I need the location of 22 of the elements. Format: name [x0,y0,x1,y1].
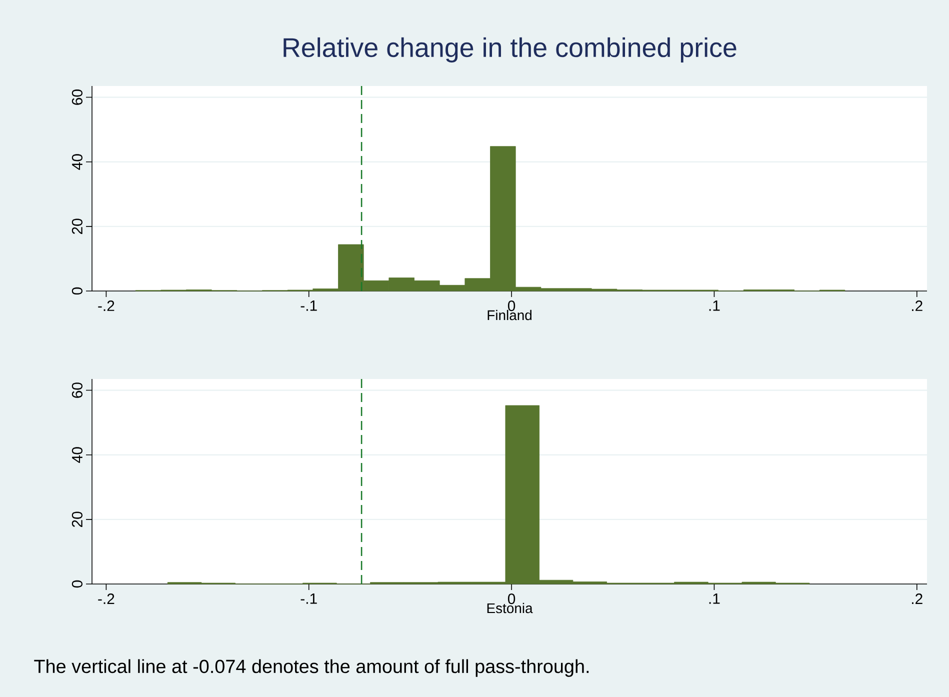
x-tick-label: -.2 [98,594,114,604]
x-tick-label: -.1 [300,300,317,311]
x-tick-label: .2 [912,300,922,311]
x-tick-label: 0 [508,300,516,312]
x-tick-label: .1 [709,300,720,311]
x-axis-title: Finland [488,310,532,320]
x-tick-label: 0 [508,594,516,604]
chart-title: Relative change in the combined price [284,37,736,62]
y-tick-label: 60 [72,90,82,105]
x-tick-label: -.2 [98,300,114,311]
x-tick-label: -.1 [300,594,317,604]
y-tick-label: 20 [72,512,82,527]
y-tick-label: 60 [72,382,82,398]
y-tick-label: 40 [72,447,82,463]
y-tick-label: 40 [72,154,82,170]
text: The vertical line at -0.074 denotes the amount of full pass-through. [34,659,589,677]
y-tick-label: 0 [72,287,82,295]
y-tick-label: 0 [72,580,82,588]
x-axis-title: Estonia [487,602,533,614]
x-tick-label: .2 [912,594,922,604]
y-tick-label: 20 [72,218,82,234]
x-tick-label: .1 [709,594,720,604]
